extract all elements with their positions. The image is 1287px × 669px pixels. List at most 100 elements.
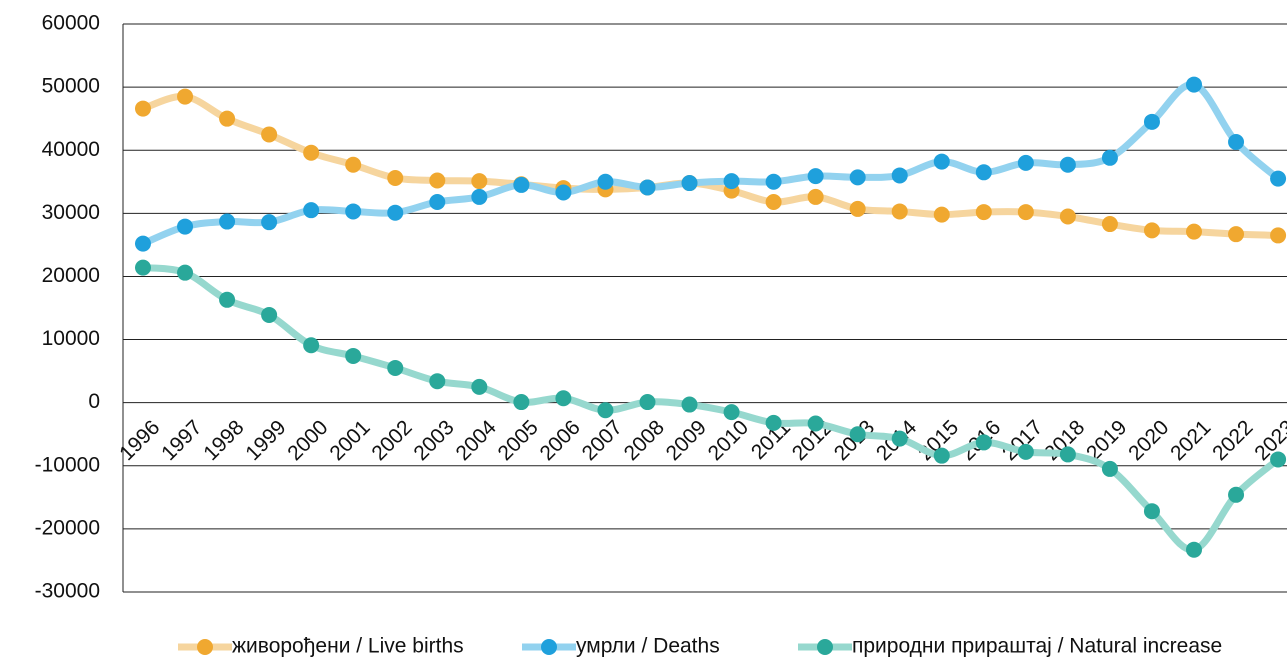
- x-tick-label: 1997: [157, 416, 206, 465]
- point: [1059, 446, 1076, 463]
- x-tick-label: 2004: [451, 416, 501, 466]
- point: [1143, 503, 1160, 520]
- x-tick-label: 2008: [620, 416, 669, 465]
- point: [765, 414, 782, 431]
- legend-label: живорођени / Live births: [232, 635, 464, 658]
- point: [723, 173, 740, 190]
- point: [471, 378, 488, 395]
- point: [975, 164, 992, 181]
- x-tick-label: 2003: [409, 416, 458, 465]
- x-tick-label: 2020: [1124, 416, 1173, 465]
- point: [765, 173, 782, 190]
- point: [135, 100, 151, 117]
- x-tick-label: 1998: [199, 416, 248, 465]
- y-tick-label: 50000: [42, 75, 100, 98]
- point: [513, 176, 530, 193]
- legend-marker: [541, 639, 557, 655]
- plot: [135, 76, 1287, 558]
- point: [933, 206, 950, 223]
- x-tick-label: 2001: [325, 416, 374, 465]
- legend-label: умрли / Deaths: [576, 635, 720, 658]
- point: [1270, 451, 1287, 468]
- point: [177, 88, 194, 105]
- point: [555, 184, 572, 201]
- x-tick-label: 2006: [536, 416, 585, 465]
- point: [555, 390, 572, 407]
- point: [1101, 460, 1118, 477]
- point: [807, 168, 824, 185]
- point: [219, 291, 236, 308]
- series-line: [142, 264, 1281, 554]
- point: [345, 203, 362, 220]
- point: [1059, 208, 1076, 225]
- point: [1017, 443, 1034, 460]
- point: [1270, 227, 1287, 244]
- series-line: [141, 81, 1281, 247]
- point: [1228, 226, 1245, 243]
- point: [891, 430, 908, 447]
- point: [1228, 486, 1245, 503]
- point: [1143, 113, 1160, 130]
- point: [387, 204, 404, 221]
- point: [681, 175, 698, 192]
- y-tick-label: 40000: [42, 138, 100, 161]
- point: [303, 144, 320, 161]
- point: [177, 264, 194, 281]
- point: [1186, 541, 1202, 558]
- x-tick-label: 2022: [1208, 416, 1257, 465]
- point: [891, 167, 908, 184]
- y-tick-label: -20000: [35, 516, 100, 539]
- x-tick-label: 2007: [578, 416, 627, 465]
- point: [807, 415, 824, 432]
- point: [639, 179, 656, 196]
- y-tick-label: 0: [88, 390, 100, 413]
- legend-marker: [197, 639, 213, 655]
- y-tick-label: 10000: [42, 327, 100, 350]
- point: [849, 169, 866, 186]
- point: [723, 404, 740, 421]
- point: [1270, 170, 1287, 187]
- point: [807, 188, 824, 205]
- point: [387, 359, 404, 376]
- point: [1017, 204, 1034, 221]
- point: [303, 202, 320, 219]
- point: [135, 259, 151, 276]
- point: [135, 235, 151, 252]
- point: [429, 373, 446, 390]
- point: [177, 218, 194, 235]
- point: [1101, 216, 1118, 233]
- point: [261, 306, 278, 323]
- point: [261, 126, 278, 143]
- point: [933, 153, 950, 170]
- x-tick-label: 2009: [662, 416, 711, 465]
- x-tick-label: 2021: [1166, 416, 1215, 465]
- x-tick-label: 2010: [704, 416, 753, 465]
- y-tick-label: 20000: [42, 264, 100, 287]
- y-tick-label: -30000: [35, 580, 100, 603]
- point: [933, 447, 950, 464]
- point: [261, 214, 278, 231]
- point: [1228, 134, 1245, 151]
- y-tick-label: 60000: [42, 12, 100, 35]
- point: [765, 193, 782, 210]
- x-tick-label: 2002: [367, 416, 416, 465]
- point: [639, 394, 656, 411]
- point: [303, 337, 320, 354]
- point: [1143, 222, 1160, 239]
- point: [1186, 76, 1202, 93]
- point: [219, 213, 236, 230]
- point: [849, 426, 866, 443]
- point: [681, 396, 698, 413]
- point: [1017, 154, 1034, 171]
- x-tick-label: 2000: [283, 416, 332, 465]
- point: [345, 156, 362, 173]
- x-tick-label: 1999: [241, 416, 290, 465]
- point: [597, 402, 614, 419]
- point: [471, 173, 488, 190]
- point: [429, 193, 446, 210]
- point: [429, 172, 446, 189]
- point: [219, 110, 236, 127]
- point: [387, 169, 404, 186]
- point: [891, 203, 908, 220]
